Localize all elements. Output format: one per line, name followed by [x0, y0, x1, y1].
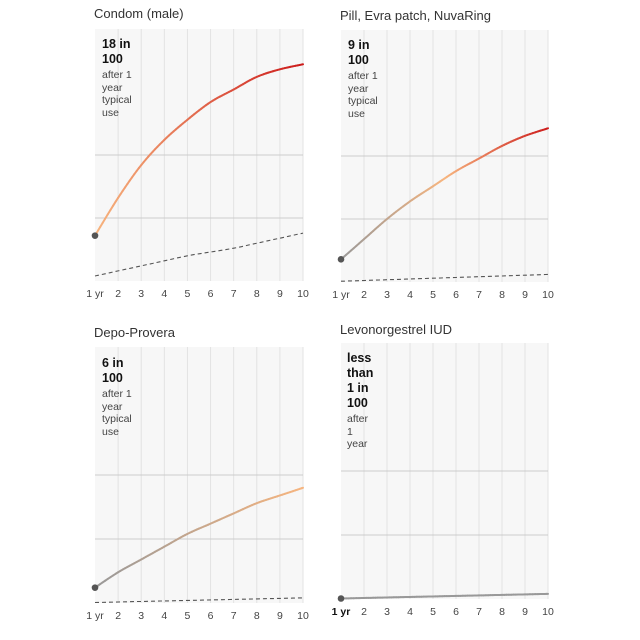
x-tick-label: 1 yr — [332, 289, 350, 301]
x-tick-label: 3 — [138, 288, 144, 300]
x-tick-label: 9 — [277, 288, 283, 300]
x-tick-label: 1 yr — [86, 288, 104, 300]
x-tick-label: 1 yr — [332, 606, 351, 618]
x-tick-label: 4 — [407, 289, 413, 301]
x-tick-label: 5 — [185, 610, 191, 622]
start-point — [91, 584, 99, 591]
annotation-line: after 1 year — [102, 69, 132, 94]
x-tick-label: 6 — [453, 606, 459, 618]
x-tick-label: 3 — [384, 289, 390, 301]
series-line — [340, 592, 549, 600]
series-line — [94, 486, 304, 589]
x-tick-label: 8 — [254, 610, 260, 622]
annotation-headline: 18 in 100 — [102, 37, 131, 66]
x-tick-label: 10 — [297, 610, 309, 622]
x-tick-label: 8 — [254, 288, 260, 300]
x-tick-label: 9 — [522, 606, 528, 618]
plot-area: 1 yr 2 3 4 5 6 7 8 9 10 — [332, 30, 554, 301]
x-tick-label: 7 — [231, 288, 237, 300]
chart-svg: 1 yr 2 3 4 5 6 7 8 9 10 — [332, 343, 554, 618]
chart-title: Depo-Provera — [94, 325, 175, 340]
annotation-headline: less than 1 in 100 — [347, 351, 374, 410]
x-tick-label: 3 — [138, 610, 144, 622]
x-tick-label: 4 — [407, 606, 413, 618]
x-tick-label: 6 — [208, 610, 214, 622]
start-point — [337, 256, 345, 263]
annotation-line: after 1 year — [102, 388, 132, 413]
x-tick-label: 4 — [161, 610, 167, 622]
chart-title: Condom (male) — [94, 6, 184, 21]
chart-title: Pill, Evra patch, NuvaRing — [340, 8, 492, 23]
annotation: less than 1 in 100 after 1 year — [347, 351, 373, 451]
x-tick-label: 7 — [476, 606, 482, 618]
annotation-line: typical use — [102, 94, 132, 119]
series-line — [94, 63, 304, 237]
annotation-headline: 6 in 100 — [102, 356, 124, 385]
x-tick-label: 2 — [361, 606, 367, 618]
chart-title: Levonorgestrel IUD — [340, 322, 452, 337]
x-tick-label: 9 — [522, 289, 528, 301]
annotation: 6 in 100 after 1 year typical use — [102, 356, 132, 438]
x-tick-label: 6 — [208, 288, 214, 300]
x-tick-label: 5 — [430, 289, 436, 301]
x-tick-label: 7 — [476, 289, 482, 301]
chart-svg: 1 yr 2 3 4 5 6 7 8 9 10 — [332, 30, 554, 301]
x-tick-label: 5 — [430, 606, 436, 618]
dashed-series-line — [94, 232, 304, 277]
x-tick-label: 2 — [361, 289, 367, 301]
x-tick-label: 10 — [297, 288, 309, 300]
annotation: 9 in 100 after 1 year typical use — [348, 38, 378, 120]
annotation-line: after 1 year — [347, 413, 369, 451]
x-tick-label: 10 — [542, 606, 554, 618]
x-tick-label: 3 — [384, 606, 390, 618]
x-tick-label: 8 — [499, 289, 505, 301]
annotation-headline: 9 in 100 — [348, 38, 370, 67]
x-tick-label: 2 — [115, 288, 121, 300]
x-tick-label: 10 — [542, 289, 554, 301]
x-tick-label: 8 — [499, 606, 505, 618]
x-tick-label: 4 — [161, 288, 167, 300]
plot-area: 1 yr 2 3 4 5 6 7 8 9 10 — [86, 347, 309, 622]
x-tick-label: 5 — [185, 288, 191, 300]
x-tick-label: 2 — [115, 610, 121, 622]
chart-svg: 1 yr 2 3 4 5 6 7 8 9 10 — [86, 29, 309, 300]
x-tick-label: 1 yr — [86, 610, 104, 622]
start-point — [91, 232, 99, 239]
x-tick-label: 9 — [277, 610, 283, 622]
start-point — [337, 595, 345, 602]
chart-svg: 1 yr 2 3 4 5 6 7 8 9 10 — [86, 347, 309, 622]
annotation-line: typical use — [348, 95, 378, 120]
annotation-line: after 1 year — [348, 70, 378, 95]
plot-area: 1 yr 2 3 4 5 6 7 8 9 10 — [86, 29, 309, 300]
x-tick-label: 7 — [231, 610, 237, 622]
annotation: 18 in 100 after 1 year typical use — [102, 37, 132, 119]
annotation-line: typical use — [102, 413, 132, 438]
x-tick-label: 6 — [453, 289, 459, 301]
plot-area: 1 yr 2 3 4 5 6 7 8 9 10 — [332, 343, 554, 618]
